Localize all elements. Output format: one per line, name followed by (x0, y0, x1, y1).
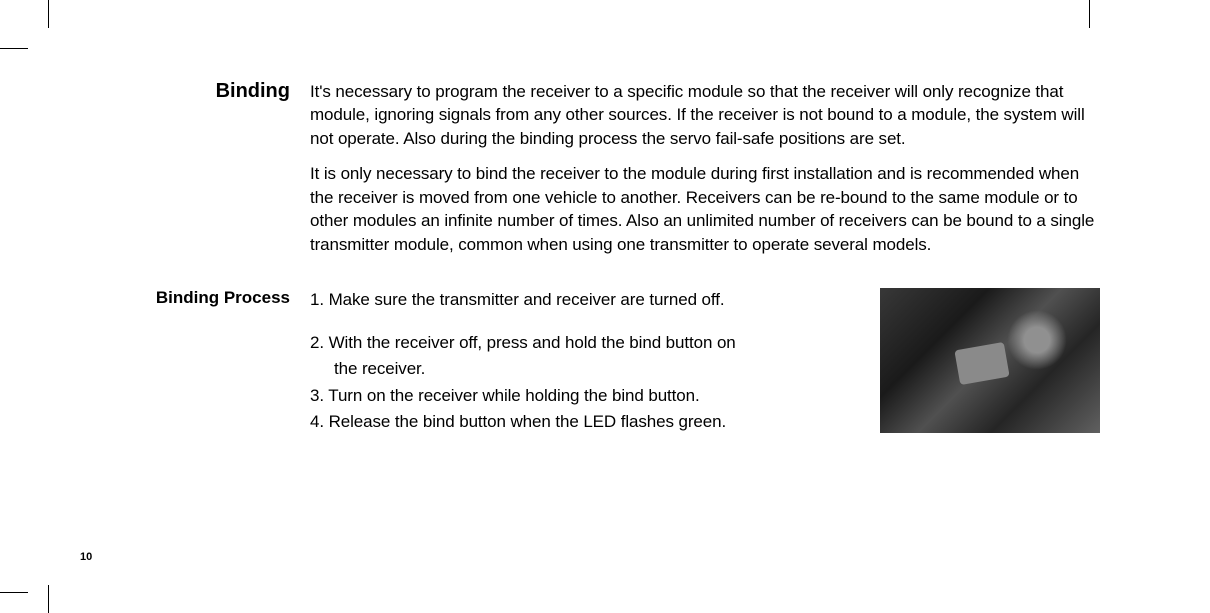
step-row: 1. Make sure the transmitter and receive… (310, 288, 1100, 436)
step-1: 1. Make sure the transmitter and receive… (310, 288, 865, 311)
binding-paragraph-2: It is only necessary to bind the receive… (310, 162, 1100, 256)
crop-mark (0, 48, 28, 49)
receiver-photo (880, 288, 1100, 433)
crop-mark (1089, 0, 1090, 28)
step-spacer (310, 315, 865, 331)
crop-mark (48, 0, 49, 28)
binding-process-section: Binding Process 1. Make sure the transmi… (80, 288, 1100, 436)
binding-body: It's necessary to program the receiver t… (310, 80, 1100, 268)
section-heading-binding-process: Binding Process (80, 288, 310, 436)
step-2-line-2: the receiver. (310, 357, 865, 380)
step-4: 4. Release the bind button when the LED … (310, 410, 865, 433)
page-content: Binding It's necessary to program the re… (80, 80, 1100, 456)
crop-mark (0, 592, 28, 593)
section-heading-binding: Binding (80, 80, 310, 268)
crop-mark (48, 585, 49, 613)
binding-process-body: 1. Make sure the transmitter and receive… (310, 288, 1100, 436)
step-2-line-1: 2. With the receiver off, press and hold… (310, 331, 865, 354)
step-3: 3. Turn on the receiver while holding th… (310, 384, 865, 407)
binding-paragraph-1: It's necessary to program the receiver t… (310, 80, 1100, 150)
steps-list: 1. Make sure the transmitter and receive… (310, 288, 865, 436)
binding-section: Binding It's necessary to program the re… (80, 80, 1100, 268)
page-number: 10 (80, 551, 92, 563)
